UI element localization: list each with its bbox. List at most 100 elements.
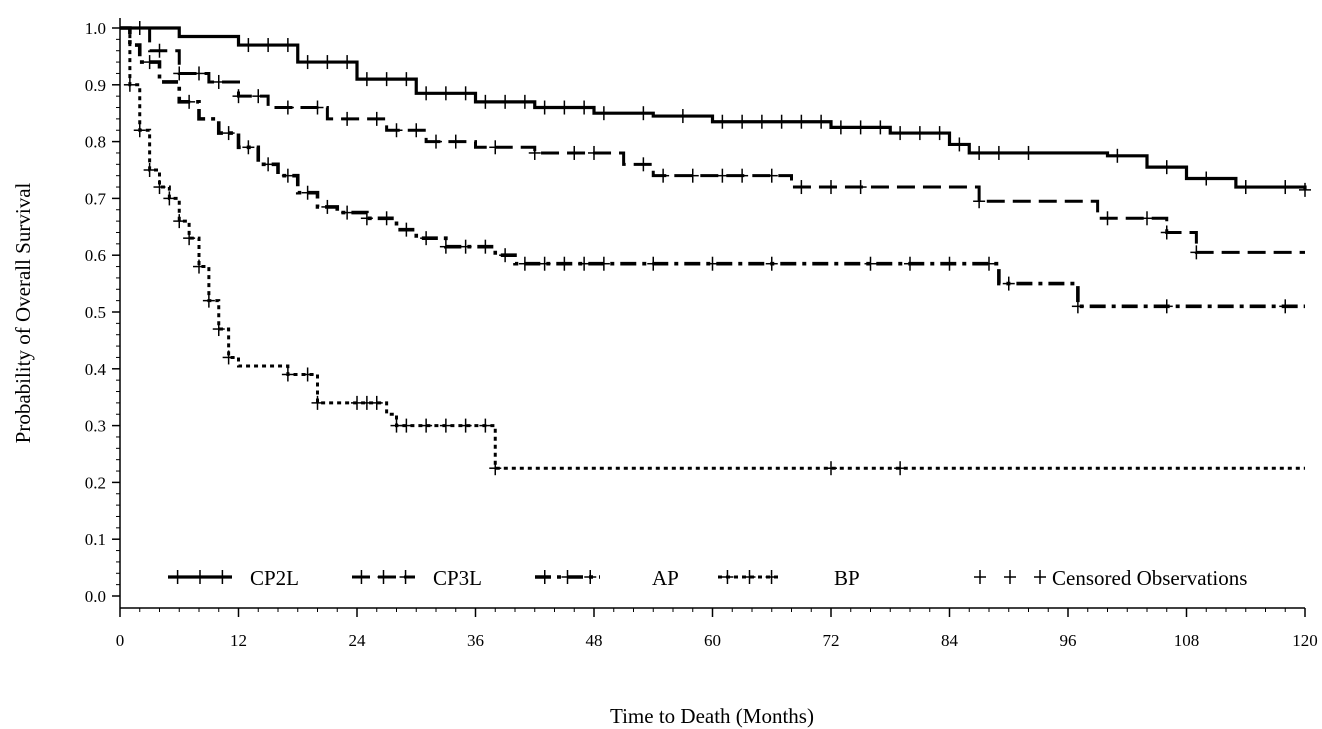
censor-mark-cp2l: [420, 86, 433, 101]
x-tick-label: 60: [704, 631, 721, 650]
censor-mark-ap: [183, 94, 196, 109]
censor-mark-bp: [459, 418, 472, 433]
censor-mark-cp2l: [874, 120, 887, 135]
y-tick-label: 0.6: [85, 246, 106, 265]
censor-mark-cp2l: [281, 38, 294, 53]
censor-mark-ap: [706, 256, 719, 271]
censor-mark-cp3l: [716, 168, 729, 183]
censor-mark-cp2l: [973, 145, 986, 160]
censor-mark-bp: [222, 350, 235, 365]
x-tick-label: 72: [823, 631, 840, 650]
x-ticks: 0 12 24 36 48 60 72 84 96 108 120: [116, 608, 1318, 650]
censor-mark-ap: [262, 157, 275, 172]
censor-mark-ap: [301, 185, 314, 200]
censor-mark-cp2l: [242, 38, 255, 53]
censor-mark-cp3l: [825, 180, 837, 195]
censor-mark-cp2l: [933, 126, 946, 141]
censor-mark-cp3l: [489, 140, 502, 155]
censor-mark-cp2l: [439, 86, 452, 101]
censor-mark-bp: [202, 293, 215, 308]
y-tick-label: 0.5: [85, 303, 106, 322]
censor-mark-cp2l: [341, 55, 354, 70]
censor-mark-cp2l: [775, 114, 788, 129]
censor-mark-cp2l: [913, 126, 926, 141]
x-tick-label: 36: [467, 631, 484, 650]
series-ap-line: [120, 26, 1305, 309]
censor-mark-ap: [647, 256, 660, 271]
censor-mark-bp: [133, 123, 146, 138]
series-bp-line: [120, 26, 1305, 470]
legend-item-cp2l: CP2L: [168, 566, 299, 590]
censor-mark-bp: [212, 322, 225, 337]
censor-mark-cp3l: [1101, 211, 1114, 226]
censor-mark-ap: [439, 239, 452, 254]
censor-mark-cp2l: [1299, 182, 1311, 197]
censor-mark-cp3l: [765, 168, 778, 183]
censor-marks: [123, 21, 1311, 476]
censor-mark-cp2l: [597, 106, 610, 121]
censor-mark-cp2l: [676, 109, 689, 124]
legend: CP2L CP3L AP BP Censored Observations: [168, 566, 1247, 590]
censor-mark-cp2l: [262, 38, 275, 53]
censor-mark-cp2l: [479, 94, 492, 109]
censor-mark-cp2l: [380, 72, 393, 87]
censor-mark-bp: [479, 418, 492, 433]
censor-mark-ap: [943, 256, 956, 271]
censor-mark-ap: [904, 256, 916, 271]
censor-mark-ap: [242, 140, 255, 155]
censor-mark-cp3l: [252, 89, 265, 104]
censor-mark-bp: [489, 461, 502, 476]
legend-label: Censored Observations: [1052, 566, 1247, 590]
x-tick-label: 96: [1060, 631, 1077, 650]
censor-mark-bp: [894, 461, 907, 476]
censor-mark-cp3l: [1141, 211, 1153, 226]
censor-mark-ap: [1279, 299, 1292, 314]
censor-mark-cp2l: [400, 72, 413, 87]
x-tick-label: 120: [1292, 631, 1318, 650]
y-ticks: 0.0 0.1 0.2 0.3 0.4 0.5 0.6 0.7 0.8 0.9 1.0: [85, 19, 120, 606]
censor-mark-cp3l: [193, 66, 205, 81]
censor-mark-ap: [1071, 299, 1084, 314]
axes: [119, 18, 1305, 609]
censor-mark-cp3l: [212, 74, 225, 89]
y-axis-title: Probability of Overall Survival: [11, 182, 35, 443]
censor-mark-cp3l: [390, 123, 403, 138]
censor-mark-cp2l: [953, 137, 966, 152]
censor-mark-cp3l: [657, 168, 670, 183]
censor-mark-bp: [123, 77, 136, 92]
censor-mark-ap: [578, 256, 591, 271]
censor-mark-cp3l: [449, 134, 462, 149]
censor-mark-ap: [420, 231, 433, 246]
series-cp2l-line: [120, 26, 1307, 190]
censor-mark-ap: [380, 211, 393, 226]
censor-mark-cp3l: [588, 145, 600, 160]
censor-mark-cp2l: [518, 94, 531, 109]
censor-mark-cp3l: [854, 180, 867, 195]
series-cp3l-line: [120, 26, 1305, 254]
censor-mark-bp: [143, 163, 156, 177]
censor-mark-cp2l: [755, 114, 768, 129]
censor-mark-ap: [864, 256, 877, 271]
censor-mark-cp2l: [716, 114, 729, 129]
censor-mark-cp3l: [341, 111, 354, 126]
censor-mark-cp2l: [1200, 171, 1213, 186]
censor-mark-cp2l: [815, 114, 828, 129]
x-tick-label: 24: [349, 631, 367, 650]
series-layer: [120, 26, 1307, 470]
censor-mark-bp: [153, 180, 166, 195]
censor-mark-cp3l: [370, 111, 383, 126]
y-tick-label: 0.4: [85, 360, 107, 379]
censor-mark-cp2l: [459, 86, 472, 101]
censor-mark-bp: [193, 259, 205, 274]
censor-mark-cp3l: [1160, 225, 1173, 240]
censor-mark-bp: [825, 461, 837, 476]
censor-mark-cp2l: [834, 120, 847, 135]
legend-item-cp3l: CP3L: [352, 566, 482, 590]
censor-mark-cp3l: [232, 89, 245, 104]
x-tick-label: 0: [116, 631, 125, 650]
y-tick-label: 1.0: [85, 19, 106, 38]
censor-mark-ap: [558, 256, 571, 271]
censor-mark-cp3l: [173, 66, 186, 81]
censor-mark-cp2l: [1160, 160, 1173, 175]
censor-mark-cp2l: [360, 72, 373, 87]
